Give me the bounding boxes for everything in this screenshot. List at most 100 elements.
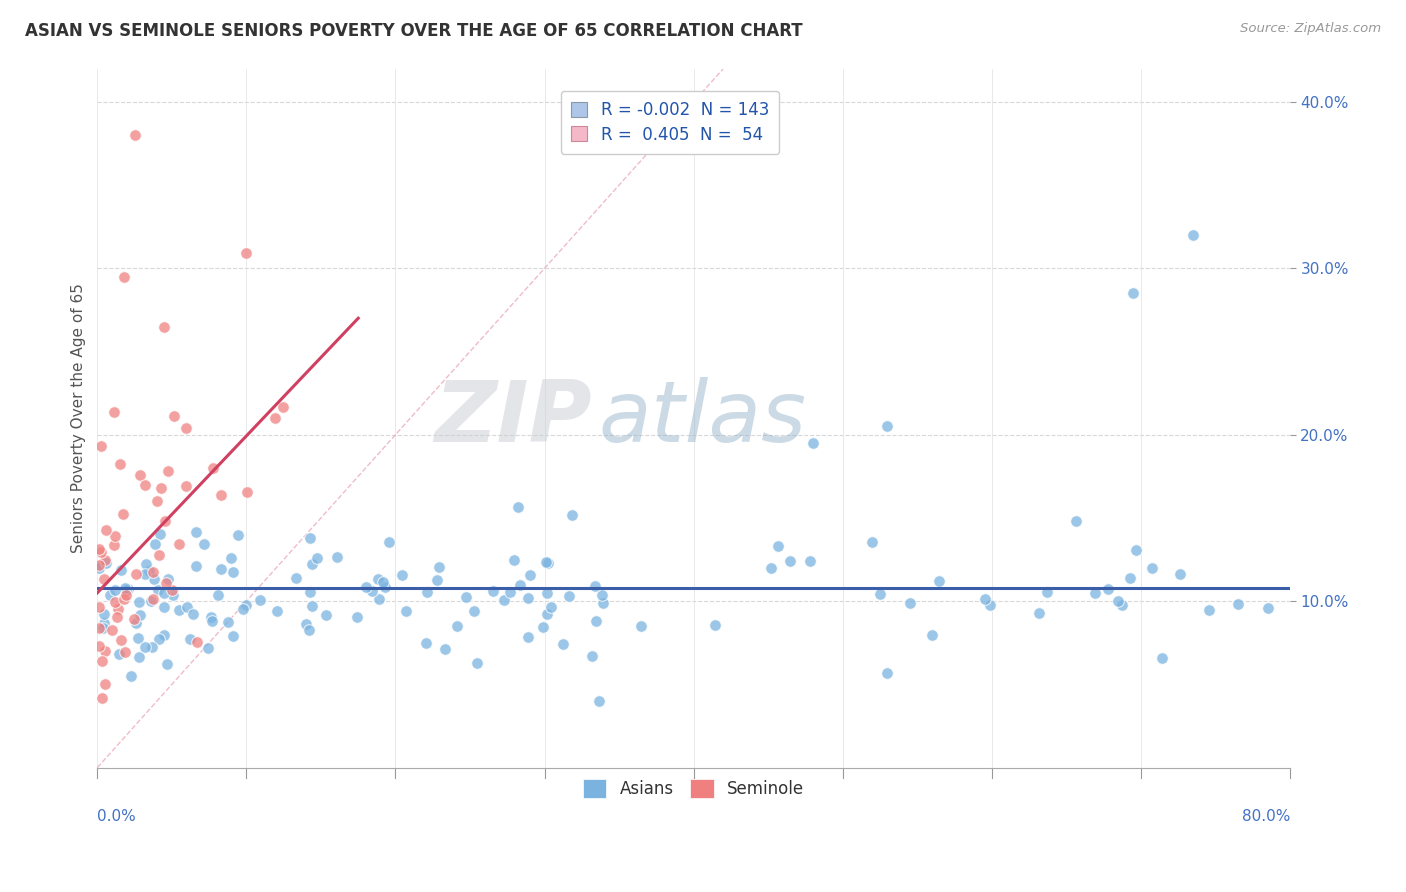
- Point: [134, 478, 156, 492]
- Text: ZIP: ZIP: [434, 376, 592, 459]
- Point: [134, 567, 156, 582]
- Text: 80.0%: 80.0%: [1241, 809, 1289, 824]
- Point: [89, 558, 111, 573]
- Point: [201, 614, 224, 628]
- Point: [588, 694, 610, 708]
- Point: [391, 567, 413, 582]
- Point: [169, 603, 191, 617]
- Point: [517, 630, 540, 644]
- Point: [1097, 582, 1119, 596]
- Point: [94, 552, 117, 566]
- Point: [94, 556, 117, 570]
- Point: [1119, 571, 1142, 585]
- Point: [128, 468, 150, 483]
- Point: [115, 582, 138, 597]
- Point: [591, 588, 613, 602]
- Point: [394, 604, 416, 618]
- Point: [209, 488, 232, 502]
- Point: [534, 555, 557, 569]
- Point: [1122, 286, 1144, 301]
- Point: [860, 535, 883, 549]
- Point: [236, 484, 259, 499]
- Point: [509, 578, 531, 592]
- Point: [202, 461, 225, 475]
- Point: [537, 557, 560, 571]
- Point: [264, 411, 287, 425]
- Point: [766, 540, 789, 554]
- Point: [105, 609, 128, 624]
- Point: [150, 481, 173, 495]
- Point: [87, 542, 110, 557]
- Point: [93, 572, 115, 586]
- Point: [499, 585, 522, 599]
- Point: [93, 615, 115, 630]
- Point: [630, 619, 652, 633]
- Point: [90, 439, 112, 453]
- Point: [371, 575, 394, 590]
- Point: [112, 592, 135, 607]
- Point: [416, 584, 439, 599]
- Point: [921, 627, 943, 641]
- Point: [200, 610, 222, 624]
- Point: [125, 616, 148, 631]
- Point: [114, 589, 136, 603]
- Point: [1107, 594, 1129, 608]
- Point: [346, 610, 368, 624]
- Point: [110, 563, 132, 577]
- Point: [87, 558, 110, 572]
- Point: [110, 457, 132, 471]
- Point: [481, 583, 503, 598]
- Point: [876, 419, 898, 434]
- Point: [117, 582, 139, 597]
- Point: [217, 615, 239, 629]
- Point: [519, 567, 541, 582]
- Point: [326, 549, 349, 564]
- Point: [801, 436, 824, 450]
- Point: [90, 545, 112, 559]
- Point: [869, 587, 891, 601]
- Point: [128, 649, 150, 664]
- Point: [146, 582, 169, 597]
- Point: [148, 526, 170, 541]
- Point: [1168, 567, 1191, 582]
- Point: [465, 656, 488, 670]
- Point: [1111, 598, 1133, 612]
- Text: 0.0%: 0.0%: [97, 809, 136, 824]
- Point: [160, 583, 183, 598]
- Point: [110, 632, 132, 647]
- Point: [186, 634, 208, 648]
- Point: [235, 246, 257, 260]
- Point: [91, 655, 114, 669]
- Point: [249, 593, 271, 607]
- Point: [141, 594, 163, 608]
- Point: [301, 599, 323, 613]
- Point: [135, 558, 157, 572]
- Point: [120, 669, 142, 683]
- Point: [1064, 514, 1087, 528]
- Point: [581, 648, 603, 663]
- Point: [222, 629, 245, 643]
- Point: [197, 640, 219, 655]
- Point: [298, 623, 321, 637]
- Point: [561, 508, 583, 522]
- Point: [1035, 585, 1057, 599]
- Point: [295, 616, 318, 631]
- Point: [90, 690, 112, 705]
- Point: [979, 598, 1001, 612]
- Point: [93, 621, 115, 635]
- Point: [427, 560, 450, 574]
- Point: [1028, 607, 1050, 621]
- Point: [145, 537, 167, 551]
- Point: [378, 535, 401, 549]
- Point: [1150, 651, 1173, 665]
- Point: [193, 537, 215, 551]
- Point: [974, 591, 997, 606]
- Point: [153, 599, 176, 614]
- Point: [114, 581, 136, 595]
- Point: [141, 640, 163, 654]
- Point: [148, 549, 170, 563]
- Point: [211, 562, 233, 576]
- Point: [103, 538, 125, 552]
- Point: [928, 574, 950, 589]
- Point: [585, 615, 607, 629]
